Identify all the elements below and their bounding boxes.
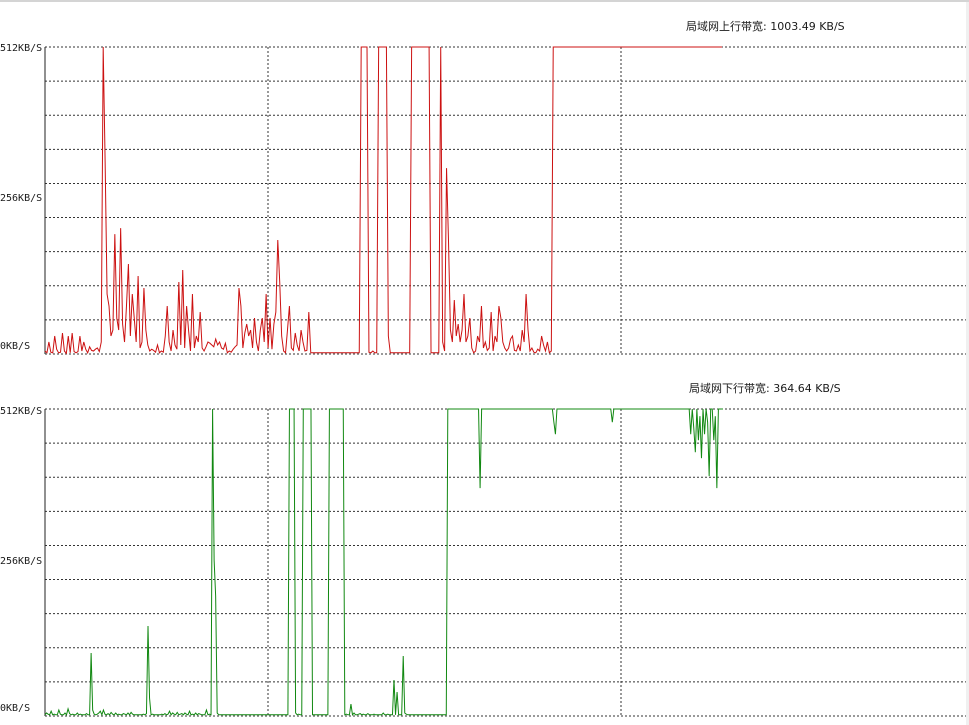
download-title-value: 364.64 KB/S: [773, 382, 841, 395]
right-edge: [966, 2, 969, 725]
upload-ylabel-max: 512KB/S: [0, 43, 43, 54]
top-border: [0, 0, 969, 2]
upload-bandwidth-panel: 局域网上行带宽: 1003.49 KB/S 512KB/S 256KB/S 0K…: [0, 0, 969, 362]
download-ylabel-max: 512KB/S: [0, 406, 43, 417]
download-bandwidth-panel: 局域网下行带宽: 364.64 KB/S 512KB/S 256KB/S 0KB…: [0, 362, 969, 725]
upload-title-label: 局域网上行带宽:: [686, 20, 767, 33]
download-title: 局域网下行带宽: 364.64 KB/S: [689, 380, 841, 396]
download-chart: [44, 408, 968, 717]
upload-bandwidth-series-line: [44, 46, 722, 355]
upload-ylabel-mid: 256KB/S: [0, 193, 43, 204]
upload-ylabel-min: 0KB/S: [0, 341, 31, 352]
download-ylabel-min: 0KB/S: [0, 703, 31, 714]
upload-title: 局域网上行带宽: 1003.49 KB/S: [686, 18, 845, 34]
upload-title-value: 1003.49 KB/S: [770, 20, 845, 33]
upload-chart: [44, 46, 968, 355]
download-ylabel-mid: 256KB/S: [0, 556, 43, 567]
download-title-label: 局域网下行带宽:: [689, 382, 770, 395]
download-bandwidth-series-line: [44, 408, 723, 717]
